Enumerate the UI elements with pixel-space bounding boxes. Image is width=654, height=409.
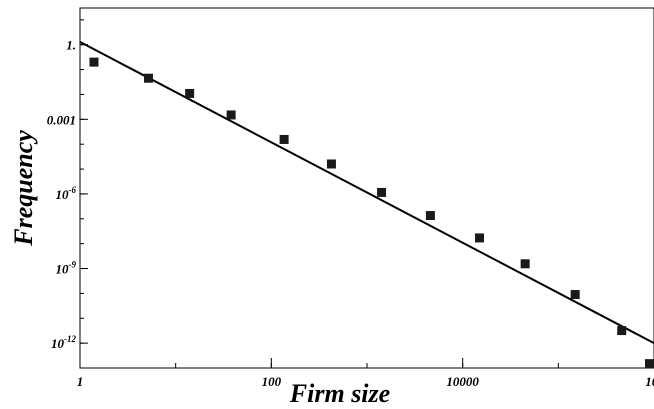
data-point (185, 88, 195, 98)
x-tick-label: 10000 (446, 374, 479, 389)
fit-line-group (79, 41, 654, 345)
data-point (520, 259, 530, 269)
data-point (89, 57, 99, 67)
plot-frame (79, 7, 654, 369)
y-tick-base: 0.001 (47, 112, 76, 127)
y-tick-label: 10-12 (51, 334, 76, 351)
x-tick-base: 1 (77, 374, 84, 389)
x-tick-base: 10 (645, 374, 654, 389)
data-point (475, 233, 485, 243)
fit-line (79, 41, 654, 345)
x-axis-title: Firm size (289, 379, 390, 408)
data-point (645, 359, 654, 369)
data-point (617, 326, 627, 336)
y-tick-exponent: -12 (64, 334, 76, 344)
x-tick-label: 1 (77, 374, 84, 389)
x-tick-label: 106 (645, 372, 654, 389)
y-tick-label: 0.001 (47, 112, 76, 127)
data-point (326, 159, 336, 169)
y-tick-label: 1. (66, 38, 76, 53)
y-tick-exponent: -6 (69, 185, 77, 195)
y-axis-title: Frequency (9, 130, 38, 247)
data-point (143, 73, 153, 83)
x-tick-base: 100 (262, 374, 282, 389)
y-tick-base: 10 (56, 262, 70, 277)
data-point (226, 110, 236, 120)
data-points (89, 57, 654, 369)
y-tick-base: 1. (66, 38, 76, 53)
x-tick-label: 100 (262, 374, 282, 389)
data-point (377, 187, 387, 197)
x-axis-ticks: 1 100 10000 106 (77, 358, 654, 389)
x-tick-base: 10000 (446, 374, 479, 389)
data-point (570, 290, 580, 300)
y-tick-label: 10-6 (56, 185, 77, 202)
y-tick-base: 10 (56, 187, 70, 202)
data-point (425, 211, 435, 221)
y-tick-label: 10-9 (56, 260, 77, 277)
y-tick-exponent: -9 (69, 260, 77, 270)
data-point (279, 134, 289, 144)
y-tick-base: 10 (51, 336, 65, 351)
